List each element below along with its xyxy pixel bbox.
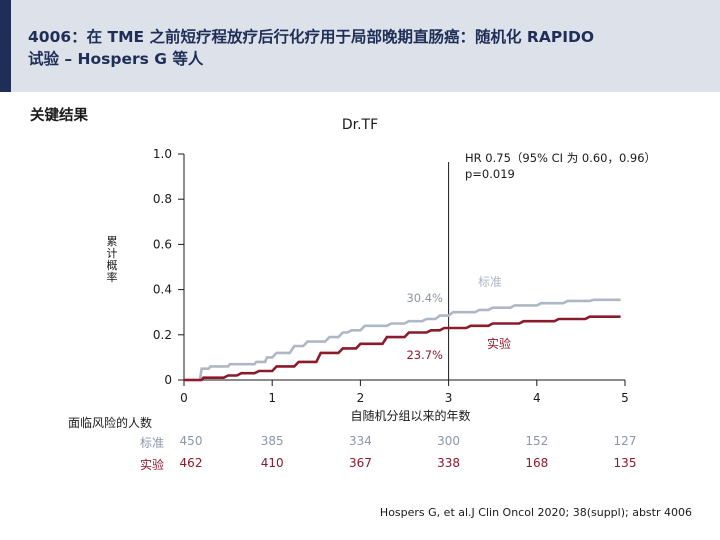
p-value-annotation: p=0.019 [465, 167, 515, 181]
hr-annotation: HR 0.75（95% CI 为 0.60，0.96） [465, 151, 656, 165]
risk-row-label: 实验 [139, 458, 164, 472]
page-title: 4006：在 TME 之前短疗程放疗后行化疗用于局部晚期直肠癌：随机化 RAPI… [28, 26, 688, 70]
series-line-standard [184, 298, 621, 382]
x-tick-label: 1 [268, 391, 276, 405]
series-line-experimental [184, 315, 621, 382]
y-tick-label: 0.8 [153, 192, 172, 206]
y-axis-label: 累计概率 [106, 235, 118, 284]
annotation-experimental-percent: 23.7% [406, 348, 443, 362]
x-tick-label: 4 [533, 391, 541, 405]
risk-cell: 300 [437, 434, 461, 448]
chart-series [184, 298, 621, 382]
risk-cell: 135 [613, 456, 637, 470]
risk-cell: 450 [179, 434, 203, 448]
series-label-standard: 标准 [478, 275, 502, 289]
x-tick-label: 0 [180, 391, 188, 405]
page-title-line1: 4006：在 TME 之前短疗程放疗后行化疗用于局部晚期直肠癌：随机化 RAPI… [28, 28, 595, 46]
citation-footnote: Hospers G, et al.J Clin Oncol 2020; 38(s… [379, 506, 692, 519]
risk-cell: 127 [613, 434, 637, 448]
risk-cell: 410 [260, 456, 284, 470]
y-tick-label: 1.0 [153, 147, 172, 161]
header-band: 4006：在 TME 之前短疗程放疗后行化疗用于局部晚期直肠癌：随机化 RAPI… [0, 0, 720, 92]
header-accent-bar [0, 0, 11, 92]
risk-cell: 462 [179, 456, 203, 470]
risk-cell: 152 [525, 434, 549, 448]
y-tick-label: 0 [164, 373, 172, 387]
y-tick-label: 0.4 [153, 283, 172, 297]
y-tick-label: 0.2 [153, 328, 172, 342]
x-tick-label: 5 [621, 391, 629, 405]
risk-table-title: 面临风险的人数 [68, 416, 153, 430]
section-label: 关键结果 [30, 108, 88, 124]
risk-cell: 367 [348, 456, 372, 470]
annotation-standard-percent: 30.4% [406, 291, 443, 305]
chart-title: Dr.TF [341, 117, 379, 133]
risk-cell: 168 [525, 456, 549, 470]
chart-labels: HR 0.75（95% CI 为 0.60，0.96） p=0.019 标准 30.4… [406, 151, 656, 362]
risk-cell: 334 [348, 434, 372, 448]
risk-row-label: 标准 [139, 436, 164, 450]
series-label-experimental: 实验 [487, 336, 511, 351]
x-tick-label: 3 [445, 391, 453, 405]
x-axis-label: 自随机分组以来的年数 [350, 408, 470, 423]
chart-axes: 0 0.2 0.4 0.6 0.8 1.0 0 1 2 3 4 5 自随机分组以来的年数 [153, 147, 629, 423]
risk-cell: 385 [260, 434, 284, 448]
y-tick-label: 0.6 [153, 237, 172, 251]
page-title-line2: 试验 – Hospers G 等人 [28, 50, 204, 68]
x-tick-label: 2 [357, 391, 365, 405]
risk-cell: 338 [437, 456, 461, 470]
